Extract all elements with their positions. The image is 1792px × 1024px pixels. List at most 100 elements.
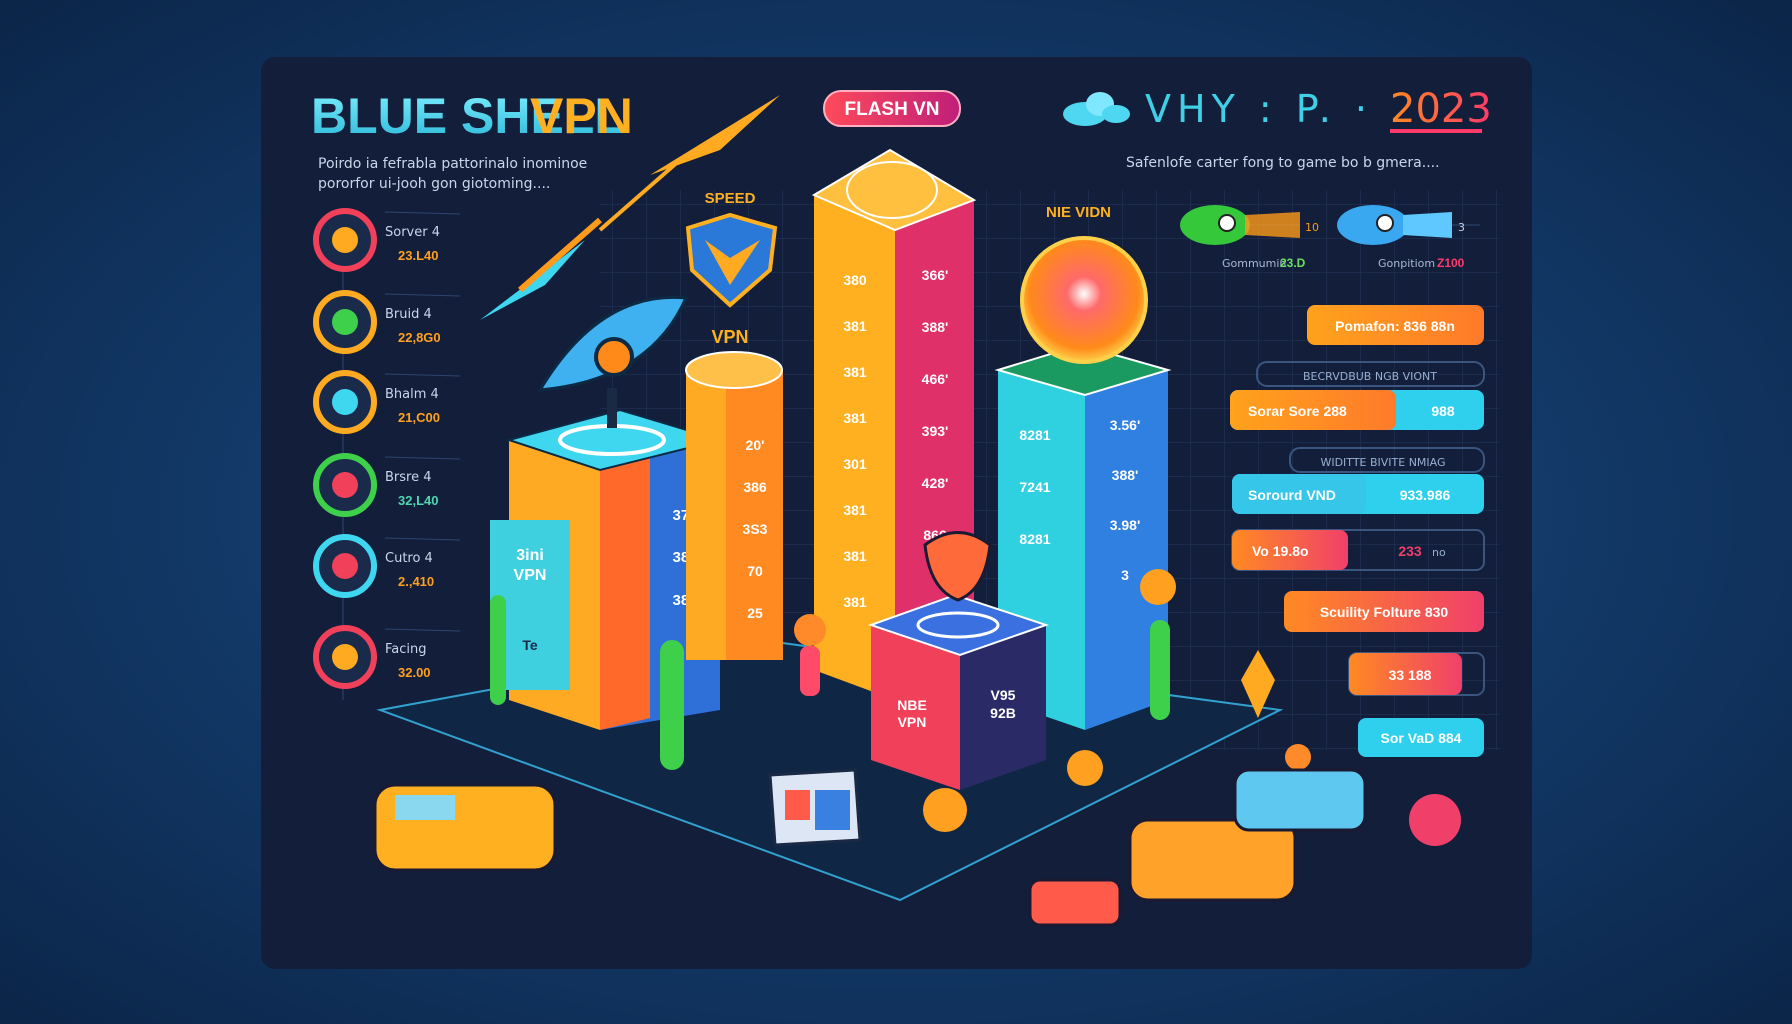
tower-value-label: 8281 (1019, 531, 1050, 547)
tower-value-label: 7241 (1019, 479, 1050, 495)
svg-text:3ini: 3ini (516, 547, 544, 564)
tower-value-label: 381 (843, 594, 867, 610)
cactus-icon (490, 595, 1170, 770)
tower-value-label: 381 (843, 410, 867, 426)
svg-text:Vo 19.8o: Vo 19.8o (1252, 543, 1309, 559)
top-right-text: VHY : P. · (1145, 87, 1373, 131)
tower-value-label: 381 (843, 502, 867, 518)
left-list-label: Bruid 4 (385, 307, 432, 322)
title-accent: VPN (530, 88, 633, 144)
tower-value-label: 3 (1121, 567, 1129, 583)
left-list-item: Cutro 4 2.,410 (313, 534, 461, 598)
green-rocket-fish-icon (1180, 205, 1250, 245)
left-list-value: 23.L40 (398, 248, 438, 263)
svg-text:NBE: NBE (897, 697, 927, 713)
svg-text:10: 10 (1305, 221, 1319, 234)
svg-text:33 188: 33 188 (1389, 667, 1432, 683)
tower-short-box: NBE VPN V95 92B (867, 531, 1050, 790)
glowing-orb-icon (1020, 236, 1148, 364)
right-stat-bars: Pomafon: 836 88n BECRVDBUB NGB VIONT Sor… (1230, 305, 1485, 757)
left-list-label: Sorver 4 (385, 225, 440, 240)
svg-text:23.D: 23.D (1280, 256, 1306, 270)
svg-text:Pomafon: 836 88n: Pomafon: 836 88n (1335, 318, 1455, 334)
svg-text:BECRVDBUB NGB VIONT: BECRVDBUB NGB VIONT (1303, 370, 1437, 383)
svg-text:988: 988 (1431, 403, 1455, 419)
svg-text:FLASH VN: FLASH VN (845, 99, 940, 120)
flash-vn-badge[interactable]: FLASH VN (823, 90, 961, 127)
svg-text:VPN: VPN (898, 714, 927, 730)
tower-teal-box: 3ini VPN Te 370 386 383 (490, 408, 724, 730)
fish-stat-2: 3 Gonpitiom Z100 (1337, 205, 1480, 270)
svg-text:933.986: 933.986 (1400, 487, 1451, 503)
van-icon (373, 768, 1367, 927)
laptop-icon (768, 768, 862, 847)
svg-text:70: 70 (747, 563, 763, 579)
svg-text:233: 233 (1398, 543, 1422, 559)
nie-vidn-label: NIE VIDN (1046, 204, 1111, 221)
svg-text:20': 20' (746, 437, 765, 453)
svg-text:Sor VaD 884: Sor VaD 884 (1381, 730, 1462, 746)
tower-value-label: 466' (922, 371, 949, 387)
flower-icon (923, 531, 992, 602)
svg-text:386: 386 (743, 479, 767, 495)
left-list-value: 32.00 (398, 665, 431, 680)
left-list-label: Cutro 4 (385, 551, 433, 566)
svg-text:Gonpitiom: Gonpitiom (1378, 257, 1435, 270)
vpn-label: VPN (711, 327, 748, 347)
svg-text:Scuility Folture 830: Scuility Folture 830 (1320, 604, 1449, 620)
svg-text:Z100: Z100 (1437, 256, 1465, 270)
left-list-item: Facing 32.00 (313, 625, 461, 689)
left-list-item: Sorver 4 23.L40 (313, 208, 461, 272)
blue-rocket-fish-icon (1337, 205, 1409, 245)
cloud-icon (1063, 92, 1130, 126)
tower-value-label: 3.98' (1110, 517, 1141, 533)
tower-value-label: 301 (843, 456, 867, 472)
svg-text:Gommumin: Gommumin (1222, 257, 1286, 270)
speed-label: SPEED (705, 190, 756, 207)
left-list-value: 21,C00 (398, 410, 440, 425)
title-main: BLUE SHELL (311, 88, 625, 144)
year: 2023 (1390, 86, 1492, 132)
tower-value-label: 388' (922, 319, 949, 335)
rocket-arrow-icon (480, 95, 780, 320)
diamond-icon (1241, 650, 1275, 718)
tower-value-label: 3.56' (1110, 417, 1141, 433)
svg-text:VPN: VPN (514, 567, 547, 584)
tower-value-label: 381 (843, 548, 867, 564)
left-list-item: Bhalm 4 21,C00 (313, 370, 461, 434)
left-list-value: 32,L40 (398, 493, 438, 508)
character-figures (794, 569, 1461, 846)
left-list-label: Facing (385, 642, 427, 657)
svg-text:no: no (1432, 546, 1446, 559)
satellite-eye-icon (537, 295, 689, 428)
svg-text:V95: V95 (991, 687, 1016, 703)
year-underline (1390, 129, 1482, 133)
tower-value-label: 428' (922, 475, 949, 491)
left-list-label: Brsre 4 (385, 470, 432, 485)
svg-text:3S3: 3S3 (743, 521, 768, 537)
svg-text:92B: 92B (990, 705, 1016, 721)
tower-value-label: 8281 (1019, 427, 1050, 443)
right-subtitle: Safenlofe carter fong to game bo b gmera… (1126, 155, 1440, 171)
tower-blue-orb: 8281 7241 8281 3.56' 388' 3.98' 3 (994, 236, 1172, 730)
svg-text:WIDITTE BIVITE NMIAG: WIDITTE BIVITE NMIAG (1320, 456, 1445, 469)
svg-text:Te: Te (522, 637, 538, 653)
left-list-value: 2.,410 (398, 574, 434, 589)
tower-value-label: 381 (843, 364, 867, 380)
tower-value-label: 380 (843, 272, 867, 288)
svg-text:Sorourd VND: Sorourd VND (1248, 487, 1336, 503)
tower-value-label: 366' (922, 267, 949, 283)
subtitle-line2: pororfor ui-jooh gon giotoming.... (318, 176, 550, 192)
tower-tall-yellow-pink: 380 381 381 381 301 381 381 381 366' 388' 466' 393'… (811, 148, 977, 700)
svg-text:25: 25 (747, 605, 763, 621)
tower-orange-cylinder: 20' 386 3S3 70 25 (685, 351, 783, 660)
left-list-item: Bruid 4 22,8G0 (313, 290, 461, 354)
svg-text:3: 3 (1458, 221, 1465, 234)
left-list-item: Brsre 4 32,L40 (313, 453, 461, 517)
tower-value-label: 388' (1112, 467, 1139, 483)
left-list-value: 22,8G0 (398, 330, 441, 345)
tower-value-label: 381 (843, 318, 867, 334)
fish-stat-1: 10 Gommumin 23.D (1180, 205, 1319, 270)
svg-text:Sorar Sore 288: Sorar Sore 288 (1248, 403, 1347, 419)
